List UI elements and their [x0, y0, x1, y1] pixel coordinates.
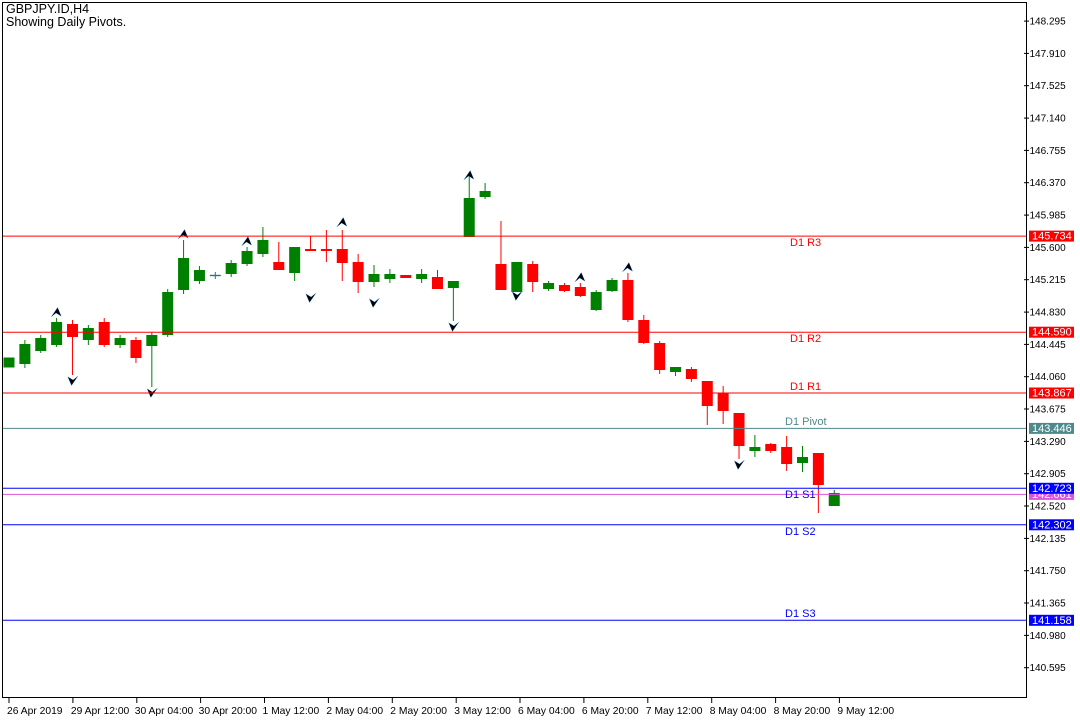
svg-text:8 May 04:00: 8 May 04:00: [710, 706, 767, 717]
svg-text:143.675: 143.675: [1030, 405, 1067, 416]
svg-text:D1 Pivot: D1 Pivot: [785, 416, 827, 428]
svg-text:140.595: 140.595: [1030, 663, 1067, 674]
svg-text:6 May 04:00: 6 May 04:00: [518, 706, 575, 717]
svg-text:D1 S2: D1 S2: [785, 526, 816, 538]
svg-text:141.750: 141.750: [1030, 566, 1067, 577]
svg-text:142.302: 142.302: [1032, 519, 1072, 531]
svg-text:6 May 20:00: 6 May 20:00: [582, 706, 639, 717]
svg-text:9 May 12:00: 9 May 12:00: [837, 706, 894, 717]
svg-text:147.525: 147.525: [1030, 81, 1067, 92]
svg-text:1 May 12:00: 1 May 12:00: [263, 706, 320, 717]
svg-text:30 Apr 20:00: 30 Apr 20:00: [199, 706, 258, 717]
svg-text:2 May 04:00: 2 May 04:00: [326, 706, 383, 717]
svg-text:GBPJPY.ID,H4: GBPJPY.ID,H4: [6, 2, 89, 16]
svg-text:D1 R2: D1 R2: [790, 333, 821, 345]
svg-text:141.158: 141.158: [1032, 615, 1072, 627]
svg-text:141.365: 141.365: [1030, 599, 1067, 610]
svg-text:140.980: 140.980: [1030, 631, 1067, 642]
svg-text:145.600: 145.600: [1030, 243, 1067, 254]
svg-text:142.723: 142.723: [1032, 483, 1072, 495]
svg-text:143.290: 143.290: [1030, 437, 1067, 448]
svg-text:146.370: 146.370: [1030, 178, 1067, 189]
svg-text:144.590: 144.590: [1032, 327, 1072, 339]
svg-text:7 May 12:00: 7 May 12:00: [646, 706, 703, 717]
svg-text:145.734: 145.734: [1032, 231, 1072, 243]
svg-text:Showing Daily Pivots.: Showing Daily Pivots.: [6, 15, 126, 29]
svg-text:3 May 12:00: 3 May 12:00: [454, 706, 511, 717]
svg-text:29 Apr 12:00: 29 Apr 12:00: [71, 706, 130, 717]
svg-text:142.520: 142.520: [1030, 502, 1067, 513]
svg-text:142.135: 142.135: [1030, 534, 1067, 545]
svg-text:D1 R3: D1 R3: [790, 237, 821, 249]
svg-text:145.985: 145.985: [1030, 211, 1067, 222]
svg-text:30 Apr 04:00: 30 Apr 04:00: [135, 706, 194, 717]
svg-text:147.910: 147.910: [1030, 49, 1067, 60]
svg-text:144.060: 144.060: [1030, 372, 1067, 383]
svg-text:D1 S3: D1 S3: [785, 608, 816, 620]
svg-text:143.867: 143.867: [1032, 388, 1072, 400]
svg-text:146.755: 146.755: [1030, 146, 1067, 157]
svg-text:D1 S1: D1 S1: [785, 489, 816, 501]
svg-text:2 May 20:00: 2 May 20:00: [390, 706, 447, 717]
svg-text:8 May 20:00: 8 May 20:00: [774, 706, 831, 717]
svg-text:145.215: 145.215: [1030, 275, 1067, 286]
svg-text:144.445: 144.445: [1030, 340, 1067, 351]
svg-text:144.830: 144.830: [1030, 308, 1067, 319]
svg-text:142.905: 142.905: [1030, 469, 1067, 480]
svg-text:148.295: 148.295: [1030, 17, 1067, 28]
svg-text:147.140: 147.140: [1030, 114, 1067, 125]
svg-text:D1 R1: D1 R1: [790, 381, 821, 393]
svg-text:143.446: 143.446: [1032, 423, 1072, 435]
svg-text:26 Apr 2019: 26 Apr 2019: [7, 706, 63, 717]
